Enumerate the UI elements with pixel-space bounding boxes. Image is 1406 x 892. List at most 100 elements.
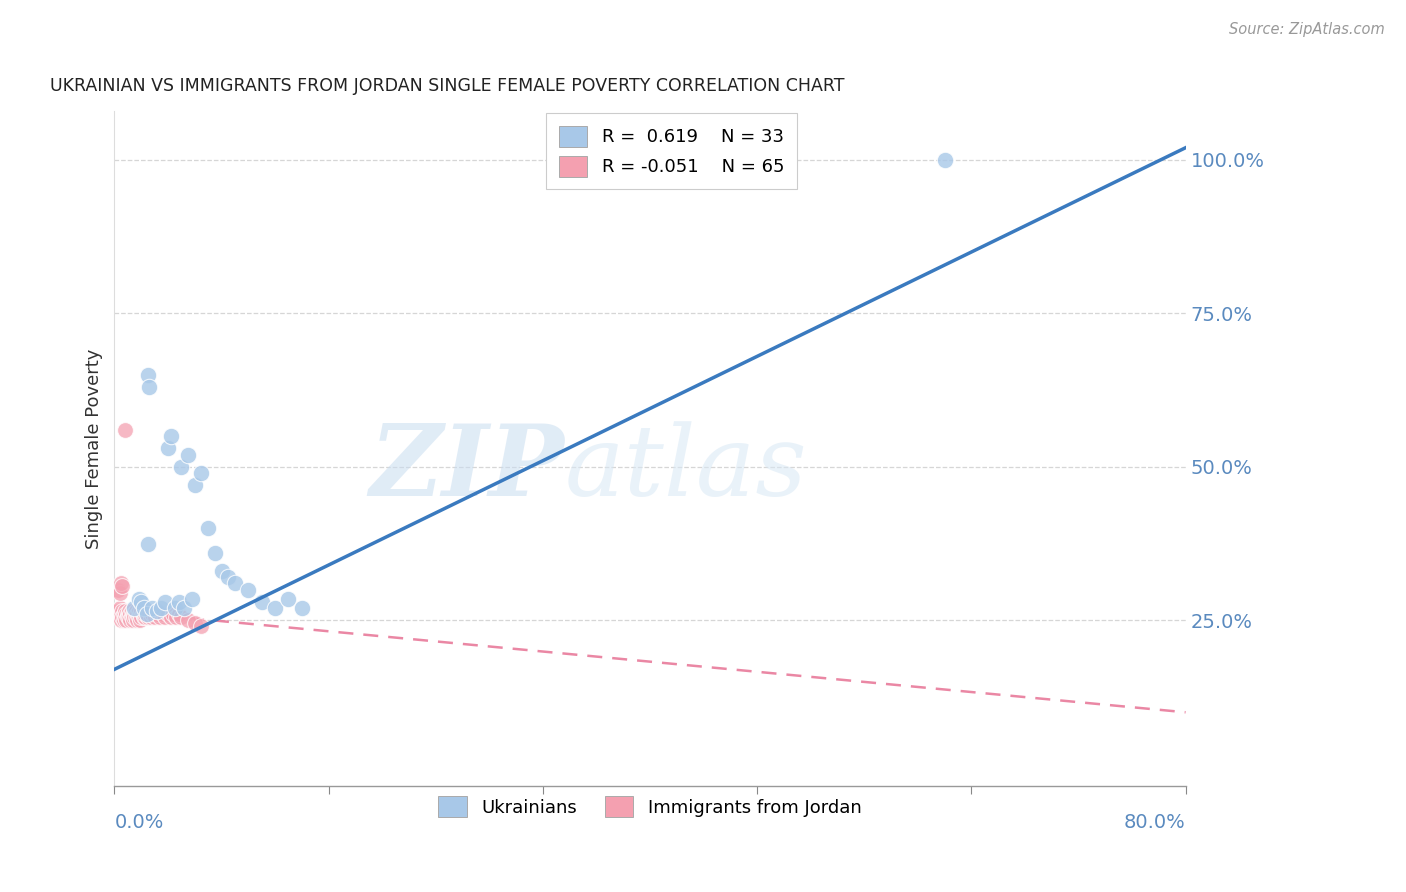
- Point: [177, 448, 200, 462]
- Point: [136, 610, 159, 624]
- Point: [132, 604, 155, 618]
- Point: [112, 607, 135, 621]
- Point: [139, 610, 162, 624]
- Point: [112, 613, 135, 627]
- Point: [118, 610, 141, 624]
- Point: [211, 564, 233, 578]
- Point: [204, 546, 226, 560]
- Point: [143, 610, 166, 624]
- Point: [129, 610, 152, 624]
- Point: [159, 429, 181, 443]
- Point: [197, 521, 219, 535]
- Point: [122, 613, 145, 627]
- Point: [110, 576, 132, 591]
- Legend: Ukrainians, Immigrants from Jordan: Ukrainians, Immigrants from Jordan: [432, 789, 869, 824]
- Point: [141, 601, 163, 615]
- Point: [128, 604, 150, 618]
- Text: 0.0%: 0.0%: [114, 813, 163, 832]
- Point: [190, 466, 212, 480]
- Point: [111, 604, 134, 618]
- Point: [177, 613, 200, 627]
- Point: [120, 613, 142, 627]
- Point: [165, 610, 187, 624]
- Point: [156, 607, 179, 621]
- Point: [128, 613, 150, 627]
- Point: [107, 604, 129, 618]
- Point: [167, 607, 190, 621]
- Point: [934, 153, 956, 167]
- Point: [136, 536, 159, 550]
- Point: [117, 607, 139, 621]
- Point: [128, 607, 150, 621]
- Point: [128, 591, 150, 606]
- Text: Source: ZipAtlas.com: Source: ZipAtlas.com: [1229, 22, 1385, 37]
- Point: [129, 604, 152, 618]
- Point: [124, 607, 146, 621]
- Point: [136, 368, 159, 382]
- Point: [125, 610, 148, 624]
- Point: [277, 591, 299, 606]
- Point: [159, 610, 181, 624]
- Point: [114, 423, 136, 437]
- Point: [128, 610, 150, 624]
- Point: [264, 601, 287, 615]
- Point: [134, 610, 156, 624]
- Point: [170, 610, 193, 624]
- Point: [135, 604, 157, 618]
- Point: [167, 595, 190, 609]
- Point: [111, 579, 134, 593]
- Point: [150, 601, 173, 615]
- Point: [146, 604, 169, 618]
- Point: [115, 607, 138, 621]
- Point: [181, 591, 204, 606]
- Point: [111, 610, 134, 624]
- Point: [291, 601, 314, 615]
- Text: ZIP: ZIP: [370, 420, 564, 516]
- Point: [121, 610, 143, 624]
- Point: [124, 610, 146, 624]
- Point: [108, 585, 131, 599]
- Point: [190, 619, 212, 633]
- Y-axis label: Single Female Poverty: Single Female Poverty: [86, 348, 103, 549]
- Point: [156, 442, 179, 456]
- Point: [121, 604, 143, 618]
- Text: atlas: atlas: [564, 421, 807, 516]
- Point: [115, 613, 138, 627]
- Point: [184, 478, 207, 492]
- Point: [108, 601, 131, 615]
- Point: [122, 607, 145, 621]
- Point: [127, 613, 149, 627]
- Point: [114, 610, 136, 624]
- Text: UKRAINIAN VS IMMIGRANTS FROM JORDAN SINGLE FEMALE POVERTY CORRELATION CHART: UKRAINIAN VS IMMIGRANTS FROM JORDAN SING…: [51, 78, 845, 95]
- Point: [134, 607, 156, 621]
- Point: [173, 601, 195, 615]
- Point: [120, 607, 142, 621]
- Point: [107, 582, 129, 597]
- Point: [217, 570, 239, 584]
- Point: [163, 601, 186, 615]
- Point: [170, 459, 193, 474]
- Point: [125, 604, 148, 618]
- Point: [135, 607, 157, 621]
- Point: [146, 607, 169, 621]
- Point: [141, 607, 163, 621]
- Point: [131, 607, 153, 621]
- Point: [152, 607, 174, 621]
- Point: [238, 582, 260, 597]
- Point: [155, 595, 177, 609]
- Text: 80.0%: 80.0%: [1123, 813, 1185, 832]
- Point: [132, 610, 155, 624]
- Point: [224, 576, 246, 591]
- Point: [110, 613, 132, 627]
- Point: [184, 616, 207, 631]
- Point: [250, 595, 273, 609]
- Point: [149, 610, 172, 624]
- Point: [162, 607, 184, 621]
- Point: [138, 380, 160, 394]
- Point: [132, 601, 155, 615]
- Point: [118, 604, 141, 618]
- Point: [124, 601, 146, 615]
- Point: [127, 607, 149, 621]
- Point: [114, 604, 136, 618]
- Point: [129, 595, 152, 609]
